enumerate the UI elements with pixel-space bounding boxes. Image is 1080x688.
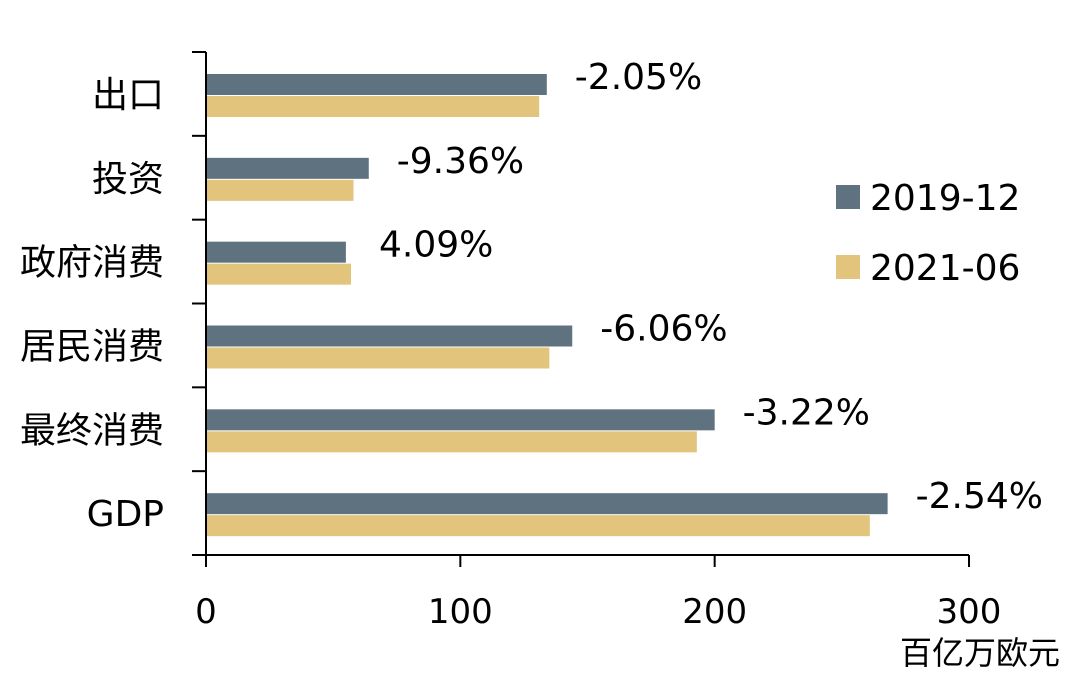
data-label: -9.36% [397, 141, 524, 182]
axes: 0 100 200 300 [192, 51, 1002, 632]
legend: 2019-12 2021-06 [836, 178, 1020, 289]
category-label: 投资 [92, 159, 164, 200]
legend-label-1: 2019-12 [870, 178, 1020, 219]
x-tick-label: 200 [682, 592, 747, 632]
data-label: -6.06% [600, 309, 727, 350]
bar-series2-2 [206, 263, 351, 285]
bar-series1-1 [206, 157, 369, 179]
bar-series1-5 [206, 493, 888, 515]
bars-group [206, 74, 888, 537]
data-label: -3.22% [743, 392, 870, 433]
bar-series2-1 [206, 179, 354, 201]
category-label: GDP [87, 494, 164, 535]
category-label: 最终消费 [20, 410, 164, 451]
data-label: -2.54% [916, 476, 1043, 517]
legend-swatch-1 [836, 185, 860, 209]
bar-series2-3 [206, 347, 550, 369]
category-label: 居民消费 [20, 326, 164, 367]
category-label: 出口 [92, 75, 164, 116]
bar-series2-5 [206, 515, 870, 537]
x-axis-unit-label: 百亿万欧元 [900, 634, 1060, 672]
x-tick-label: 0 [195, 592, 217, 632]
legend-swatch-2 [836, 255, 860, 279]
data-labels: -2.05% -9.36% 4.09% -6.06% -3.22% -2.54% [379, 57, 1043, 517]
data-label: 4.09% [379, 225, 493, 266]
bar-series1-2 [206, 241, 346, 263]
data-label: -2.05% [575, 57, 702, 98]
x-tick-label: 100 [428, 592, 493, 632]
legend-label-2: 2021-06 [870, 248, 1020, 289]
bar-series2-0 [206, 96, 540, 117]
bar-series1-0 [206, 74, 547, 95]
bar-series1-3 [206, 325, 573, 347]
bar-series1-4 [206, 409, 715, 431]
category-label: 政府消费 [20, 243, 164, 284]
bar-series2-4 [206, 431, 697, 453]
x-tick-label: 300 [937, 592, 1002, 632]
